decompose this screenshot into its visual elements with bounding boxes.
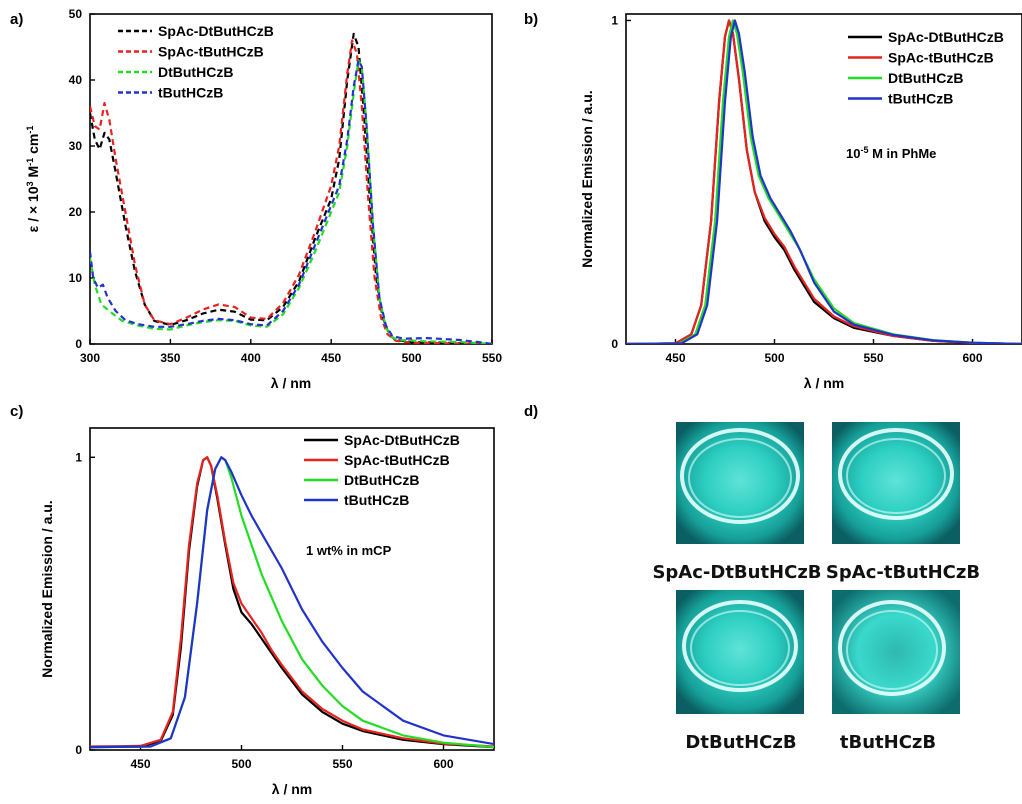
panel-label-d: d) [524,403,538,420]
photo-label-spac-tbuthczb: SpAc-tButHCzB [826,562,980,583]
x-tick-label: 500 [231,757,251,771]
x-tick-label: 550 [482,351,502,365]
photo-spac-dtbuthczb [676,422,804,544]
y-axis-title: ε / × 103 M-1 cm-1 [25,126,41,233]
legend-label-spac-dtbuthczb: SpAc-DtButHCzB [158,23,274,39]
panel-label-c: c) [10,403,23,420]
legend-label-tbuthczb: tButHCzB [158,85,223,101]
y-axis-title: Normalized Emission / a.u. [579,90,595,267]
x-tick-label: 300 [80,351,100,365]
x-tick-label: 450 [321,351,341,365]
photo-dtbuthczb [676,590,804,714]
legend-label-dtbuthczb: DtButHCzB [158,64,233,80]
chart-emission-film: 450 500 550 600 0 1 λ / nm Normalized Emission … [39,427,495,797]
series-line-dtbuthczb [90,59,492,344]
legend-label-spac-dtbuthczb: SpAc-DtButHCzB [344,432,460,448]
x-tick-label: 400 [241,351,261,365]
x-tick-label: 450 [130,757,150,771]
legend-label-spac-dtbuthczb: SpAc-DtButHCzB [888,29,1004,45]
photo-tbuthczb [832,590,960,714]
y-tick-label: 10 [69,271,83,285]
series-line-spac-dtbuthczb [90,32,492,344]
x-tick-label: 550 [863,351,883,365]
series-line-spac-tbuthczb [90,456,494,748]
y-axis-title: Normalized Emission / a.u. [39,500,55,677]
x-tick-label: 600 [962,351,982,365]
legend-label-dtbuthczb: DtButHCzB [888,70,963,86]
y-tick-label: 30 [69,139,83,153]
x-axis-title: λ / nm [272,781,312,797]
x-tick-label: 500 [402,351,422,365]
series-line-dtbuthczb [90,456,494,749]
panel-label-b: b) [524,11,538,28]
x-tick-label: 450 [665,351,685,365]
chart-emission-solution: 450 500 550 600 0 1 λ / nm Normalized Emission … [579,13,1022,391]
chart-absorption: 300 350 400 450 500 550 0 10 20 30 40 50 λ / nm ε / ×… [25,7,502,391]
x-tick-label: 500 [764,351,784,365]
legend-label-tbuthczb: tButHCzB [344,492,409,508]
y-tick-label: 40 [69,73,83,87]
series-line-spac-tbuthczb [90,39,492,344]
x-tick-label: 600 [433,757,453,771]
y-tick-label: 1 [75,450,82,464]
series-line-tbuthczb [626,19,1022,344]
legend-label-spac-tbuthczb: SpAc-tButHCzB [344,452,450,468]
photo-label-dtbuthczb: DtButHCzB [685,732,796,753]
series-line-spac-dtbuthczb [90,456,494,749]
photo-grid: SpAc-DtButHCzB SpAc-tButHCzB DtButHCzB t… [652,422,980,753]
y-tick-label: 0 [75,743,82,757]
panel-label-a: a) [10,11,23,28]
legend-label-dtbuthczb: DtButHCzB [344,472,419,488]
plot-frame [89,427,495,751]
legend-label-spac-tbuthczb: SpAc-tButHCzB [888,50,994,66]
y-tick-label: 0 [75,337,82,351]
x-tick-label: 350 [160,351,180,365]
plot-frame [89,13,493,345]
x-axis-title: λ / nm [804,375,844,391]
y-tick-label: 0 [611,337,618,351]
y-tick-label: 50 [69,7,83,21]
legend-label-tbuthczb: tButHCzB [888,91,953,107]
y-tick-label: 20 [69,205,83,219]
photo-label-tbuthczb: tButHCzB [840,732,936,753]
annotation-text: 10-5 M in PhMe [846,145,936,161]
x-tick-label: 550 [332,757,352,771]
series-line-dtbuthczb [626,19,1022,344]
plot-frame [625,13,1022,345]
series-line-tbuthczb [90,456,494,749]
series-line-tbuthczb [90,59,492,344]
photo-label-spac-dtbuthczb: SpAc-DtButHCzB [652,562,821,583]
annotation-text: 1 wt% in mCP [306,543,392,558]
series-line-spac-tbuthczb [626,19,1022,344]
x-axis-title: λ / nm [271,375,311,391]
legend-label-spac-tbuthczb: SpAc-tButHCzB [158,44,264,60]
photo-spac-tbuthczb [832,422,960,544]
y-tick-label: 1 [611,13,618,27]
